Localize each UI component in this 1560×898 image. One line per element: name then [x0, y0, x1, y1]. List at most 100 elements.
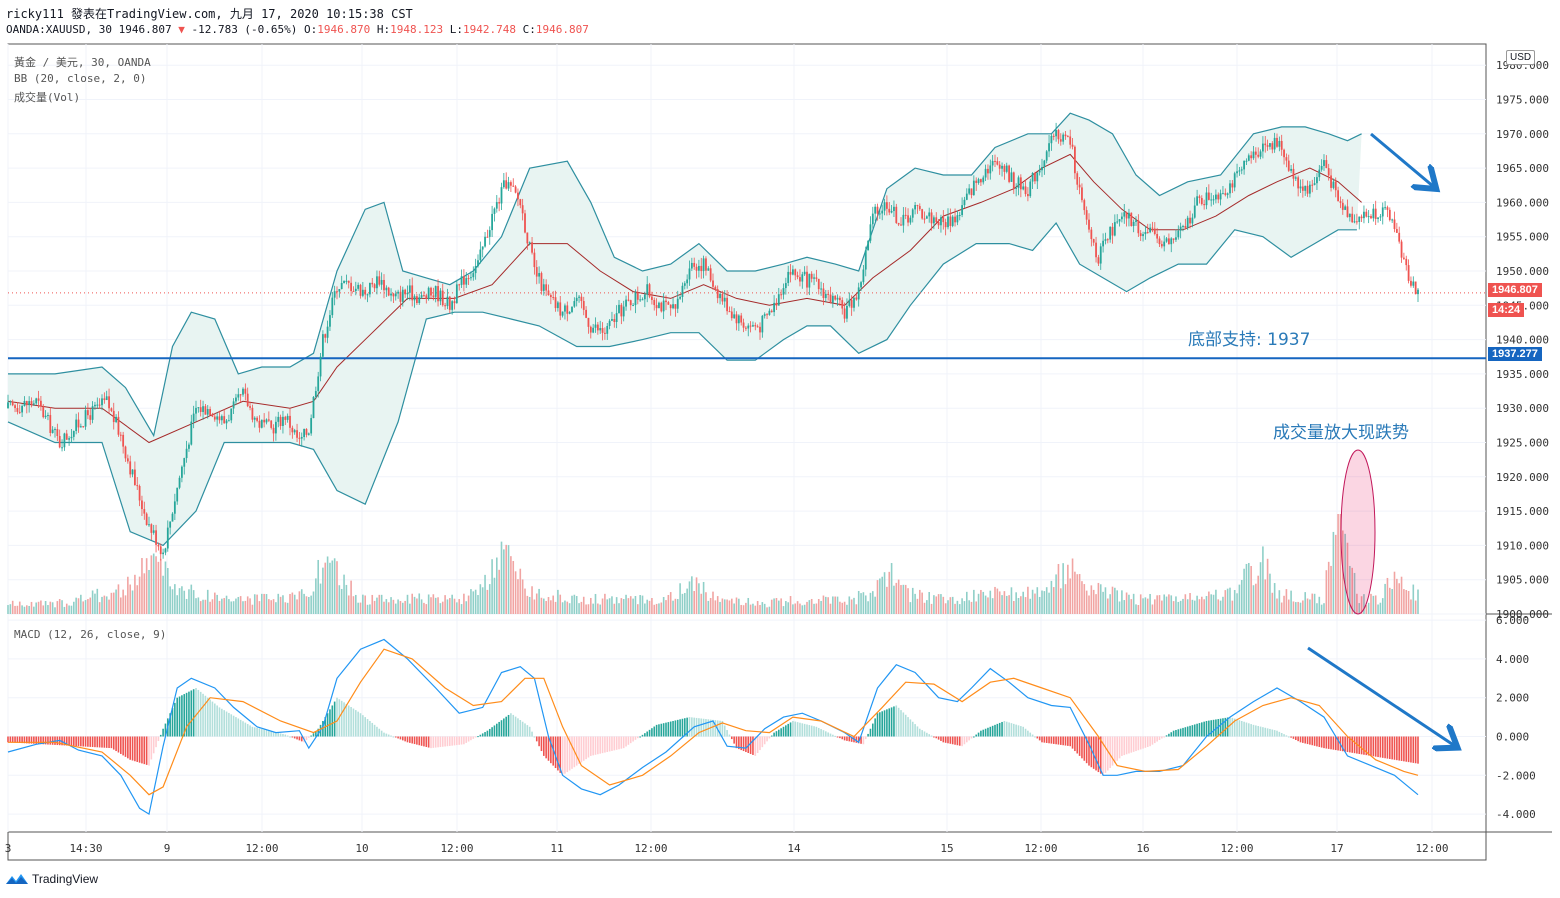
volume-bar	[1085, 590, 1088, 614]
volume-bar	[1240, 580, 1243, 614]
candle-body	[1346, 206, 1349, 218]
macd-histogram-bar	[510, 713, 512, 737]
volume-bar	[1064, 584, 1067, 614]
candle-body	[1205, 192, 1208, 206]
candle-body	[310, 418, 313, 434]
macd-histogram-bar	[1008, 722, 1010, 737]
volume-bar	[989, 590, 992, 614]
macd-histogram-bar	[559, 736, 562, 773]
candle-body	[446, 296, 449, 307]
volume-bar	[58, 599, 61, 614]
macd-histogram-bar	[1297, 736, 1299, 742]
volume-bar	[550, 600, 552, 614]
macd-histogram-bar	[202, 693, 204, 737]
series-title[interactable]: 黃金 / 美元, 30, OANDA	[14, 56, 151, 69]
volume-bar	[131, 590, 134, 614]
volume-bar	[223, 598, 225, 614]
macd-histogram-bar	[1295, 736, 1297, 740]
candle-body	[1109, 226, 1112, 240]
candle-body	[267, 419, 270, 421]
volume-bar	[761, 602, 764, 614]
macd-histogram-bar	[766, 736, 768, 742]
macd-histogram-bar	[1151, 736, 1154, 745]
candle-body	[1304, 185, 1307, 191]
volume-bar	[1196, 595, 1198, 614]
footer[interactable]: TradingView	[6, 872, 98, 886]
candle-body	[566, 305, 569, 314]
macd-histogram-bar	[91, 736, 94, 748]
volume-bar	[1262, 546, 1264, 614]
macd-histogram-bar	[1393, 736, 1396, 760]
volume-bar	[242, 601, 244, 614]
volume-bar	[1170, 595, 1173, 614]
candle-body	[472, 273, 475, 278]
volume-bar	[768, 606, 771, 614]
volume-bar	[975, 601, 977, 614]
candle-body	[1323, 160, 1325, 166]
macd-histogram-bar	[519, 720, 522, 737]
volume-bar	[1010, 587, 1013, 614]
candle-body	[397, 291, 399, 294]
volume-bar	[322, 567, 324, 614]
candle-body	[956, 215, 959, 223]
macd-histogram-bar	[1163, 736, 1165, 738]
volume-bar	[498, 569, 500, 614]
macd-histogram-bar	[9, 736, 12, 743]
symbol-info: OANDA:XAUUSD, 30 1946.807	[6, 23, 172, 36]
volume-bar	[21, 605, 23, 614]
candle-body	[728, 311, 731, 313]
volume-bar	[1255, 583, 1257, 614]
candle-body	[305, 428, 308, 435]
macd-histogram-bar	[874, 718, 876, 737]
macd-histogram-bar	[1114, 736, 1116, 764]
volume-bar	[1132, 593, 1135, 614]
time-tick-label: 10	[355, 842, 368, 855]
candle-body	[690, 262, 693, 269]
volume-bar	[185, 598, 188, 614]
volume-indicator-label[interactable]: 成交量(Vol)	[14, 91, 81, 104]
macd-histogram-bar	[1252, 724, 1255, 737]
candle-body	[103, 398, 106, 401]
candle-body	[886, 202, 888, 209]
macd-histogram-bar	[594, 736, 597, 755]
candle-body	[465, 278, 468, 285]
volume-bar	[930, 603, 933, 614]
candle-body	[401, 289, 404, 302]
candle-body	[1313, 183, 1316, 185]
candle-body	[834, 295, 837, 300]
volume-bar	[749, 604, 752, 614]
candle-body	[82, 426, 85, 428]
macd-histogram-bar	[768, 736, 771, 739]
volume-bar	[984, 595, 987, 614]
volume-bar	[893, 585, 895, 614]
macd-histogram-bar	[1370, 736, 1372, 756]
bb-indicator-label[interactable]: BB (20, close, 2, 0)	[14, 72, 147, 85]
macd-indicator-label[interactable]: MACD (12, 26, close, 9)	[14, 628, 167, 641]
volume-bar	[528, 596, 531, 614]
macd-histogram-bar	[935, 736, 938, 739]
macd-histogram-bar	[362, 715, 364, 737]
candle-body	[519, 199, 522, 206]
macd-histogram-bar	[904, 714, 907, 737]
candle-body	[559, 302, 562, 316]
volume-bar	[968, 600, 970, 614]
candle-body	[683, 283, 686, 286]
candle-body	[679, 296, 681, 299]
volume-bar	[73, 601, 75, 614]
macd-histogram-bar	[1290, 736, 1292, 738]
macd-histogram-bar	[575, 736, 578, 766]
candle-body	[810, 273, 813, 279]
macd-histogram-bar	[561, 736, 564, 776]
candle-body	[1090, 229, 1093, 240]
macd-histogram-bar	[131, 736, 134, 761]
volume-bar	[390, 597, 392, 614]
macd-histogram-bar	[855, 736, 858, 743]
volume-bar	[547, 597, 550, 614]
macd-histogram-bar	[7, 736, 9, 743]
candle-body	[277, 416, 280, 422]
volume-bar	[310, 595, 312, 614]
candle-body	[632, 305, 634, 307]
macd-histogram-bar	[780, 728, 782, 737]
time-tick-label: 12:00	[245, 842, 278, 855]
currency-button[interactable]: USD	[1506, 50, 1536, 65]
